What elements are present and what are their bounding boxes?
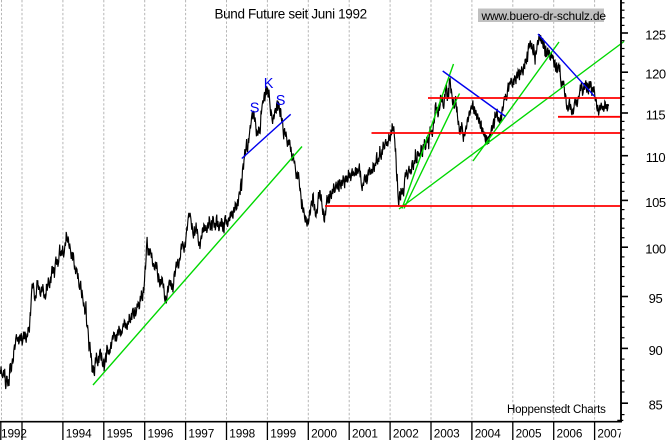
svg-text:2000: 2000	[311, 427, 337, 440]
svg-text:1997: 1997	[188, 427, 214, 440]
svg-text:110: 110	[646, 150, 666, 165]
svg-text:125: 125	[645, 28, 666, 43]
svg-text:1998: 1998	[229, 427, 255, 440]
svg-text:1999: 1999	[270, 427, 296, 440]
svg-text:90: 90	[649, 343, 663, 358]
svg-text:2003: 2003	[434, 427, 460, 440]
svg-text:Hoppenstedt Charts: Hoppenstedt Charts	[507, 404, 606, 416]
svg-text:1994: 1994	[66, 427, 92, 440]
svg-text:1996: 1996	[148, 427, 174, 440]
svg-text:2005: 2005	[516, 427, 542, 440]
svg-text:105: 105	[645, 195, 666, 210]
svg-text:S: S	[276, 93, 286, 109]
svg-text:95: 95	[649, 291, 663, 306]
svg-text:2001: 2001	[352, 427, 378, 440]
svg-text:Bund Future seit Juni 1992: Bund Future seit Juni 1992	[215, 7, 367, 22]
svg-text:2004: 2004	[475, 427, 501, 440]
svg-text:85: 85	[649, 398, 663, 413]
svg-text:115: 115	[646, 108, 666, 123]
svg-text:2006: 2006	[557, 427, 583, 440]
svg-text:120: 120	[645, 67, 666, 82]
svg-text:www.buero-dr-schulz.de: www.buero-dr-schulz.de	[481, 9, 607, 23]
svg-text:100: 100	[645, 242, 666, 257]
svg-text:2007: 2007	[597, 427, 623, 440]
svg-text:K: K	[264, 76, 274, 92]
svg-text:1992: 1992	[1, 427, 27, 440]
svg-text:1995: 1995	[107, 427, 133, 440]
svg-text:2002: 2002	[393, 427, 419, 440]
svg-text:S: S	[250, 100, 260, 116]
